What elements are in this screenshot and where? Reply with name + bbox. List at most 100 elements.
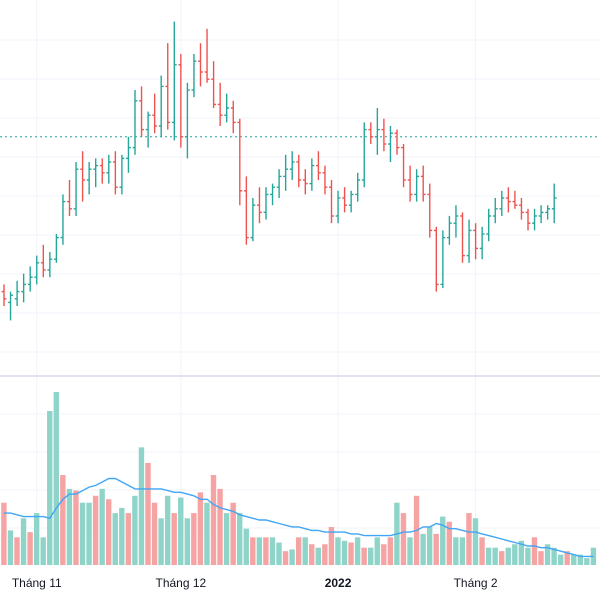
volume-bar (138, 447, 145, 565)
ohlc-bar (335, 190, 341, 224)
volume-bar (79, 502, 86, 565)
volume-bar (295, 537, 302, 565)
ohlc-bar (342, 187, 347, 213)
volume-bar (531, 537, 538, 565)
volume-bar (217, 488, 223, 565)
volume-bar (577, 554, 583, 565)
ohlc-bar (99, 158, 105, 184)
volume-bar (328, 526, 335, 565)
volume-bar (197, 492, 204, 565)
ohlc-bar (224, 93, 230, 123)
ohlc-bar (139, 86, 144, 137)
volume-bar (387, 537, 394, 565)
volume-bar (584, 558, 590, 565)
volume-bar (485, 547, 492, 565)
x-tick-label: Tháng 11 (12, 576, 62, 590)
ohlc-bar (230, 100, 236, 134)
volume-bar (119, 507, 125, 565)
ohlc-bar (67, 180, 72, 216)
volume-bar (426, 526, 433, 565)
volume-bar (237, 513, 243, 565)
ohlc-bar (329, 180, 334, 224)
ohlc-bar (119, 154, 125, 195)
ohlc-bar (178, 54, 184, 148)
ohlc-bar (80, 151, 85, 202)
volume-bar (263, 537, 269, 565)
ohlc-bar (1, 284, 7, 306)
ohlc-bar (185, 82, 190, 159)
ohlc-bar (93, 158, 99, 188)
ohlc-bar (388, 126, 393, 162)
ohlc-bar (355, 172, 361, 202)
ohlc-bar (433, 226, 439, 292)
ohlc-bar (420, 165, 426, 202)
ohlc-bar (27, 266, 33, 292)
ohlc-bar (401, 144, 406, 188)
volume-bar (361, 547, 367, 565)
ohlc-bar (126, 136, 131, 173)
volume-bar (204, 502, 210, 565)
volume-bar (178, 497, 184, 565)
ohlc-bar (204, 28, 210, 83)
volume-bar (289, 549, 295, 565)
ohlc-bar (145, 111, 151, 148)
ohlc-bar (492, 198, 498, 224)
volume-bar (184, 518, 190, 565)
ohlc-bar (505, 187, 511, 213)
volume-bar (106, 499, 112, 565)
volume-bar (407, 537, 413, 565)
volume-bar (335, 537, 341, 565)
volume-bar (33, 513, 40, 565)
price-pane (1, 21, 557, 321)
ohlc-bar (394, 129, 400, 155)
ohlc-bar (243, 176, 249, 245)
ohlc-bar (538, 205, 544, 224)
volume-bar (112, 513, 118, 565)
ohlc-bar (60, 194, 66, 245)
ohlc-bar (86, 162, 92, 195)
ohlc-bar (551, 183, 557, 224)
ohlc-bar (191, 54, 197, 98)
volume-bar (381, 544, 387, 565)
volume-bar (99, 488, 105, 565)
ohlc-bar (499, 190, 505, 216)
volume-bar (243, 528, 249, 565)
volume-bar (164, 495, 171, 565)
volume-bar (302, 537, 308, 565)
ohlc-bar (427, 183, 433, 238)
volume-bar (14, 537, 20, 565)
volume-bar (544, 544, 551, 565)
ohlc-bar (112, 151, 118, 195)
ohlc-bar (54, 234, 59, 263)
volume-bar (368, 547, 374, 565)
ohlc-bar (296, 154, 302, 188)
volume-bar (256, 537, 263, 565)
ohlc-bar (512, 190, 518, 209)
volume-bar (354, 537, 361, 565)
ohlc-bar (217, 82, 223, 126)
volume-bar (151, 502, 158, 565)
volume-bar (92, 495, 99, 565)
volume-bar (472, 518, 479, 565)
volume-bar (125, 513, 132, 565)
volume-bar (518, 540, 525, 565)
volume-bar (453, 537, 459, 565)
ohlc-bar (8, 291, 13, 321)
ohlc-bar (368, 122, 374, 144)
ohlc-bar (473, 223, 478, 260)
x-tick-label: Tháng 2 (454, 576, 498, 590)
ohlc-bar (250, 198, 256, 242)
x-tick-label: Tháng 12 (155, 576, 206, 590)
volume-bar (564, 551, 570, 565)
volume-bar (60, 475, 66, 565)
ohlc-bar (198, 43, 203, 87)
ohlc-bar (453, 205, 459, 238)
ohlc-bar (270, 183, 275, 206)
volume-bar (459, 537, 466, 565)
volume-bar (47, 411, 53, 565)
volume-pane (1, 392, 597, 565)
ohlc-bar (152, 93, 158, 134)
ohlc-bar (525, 208, 531, 231)
